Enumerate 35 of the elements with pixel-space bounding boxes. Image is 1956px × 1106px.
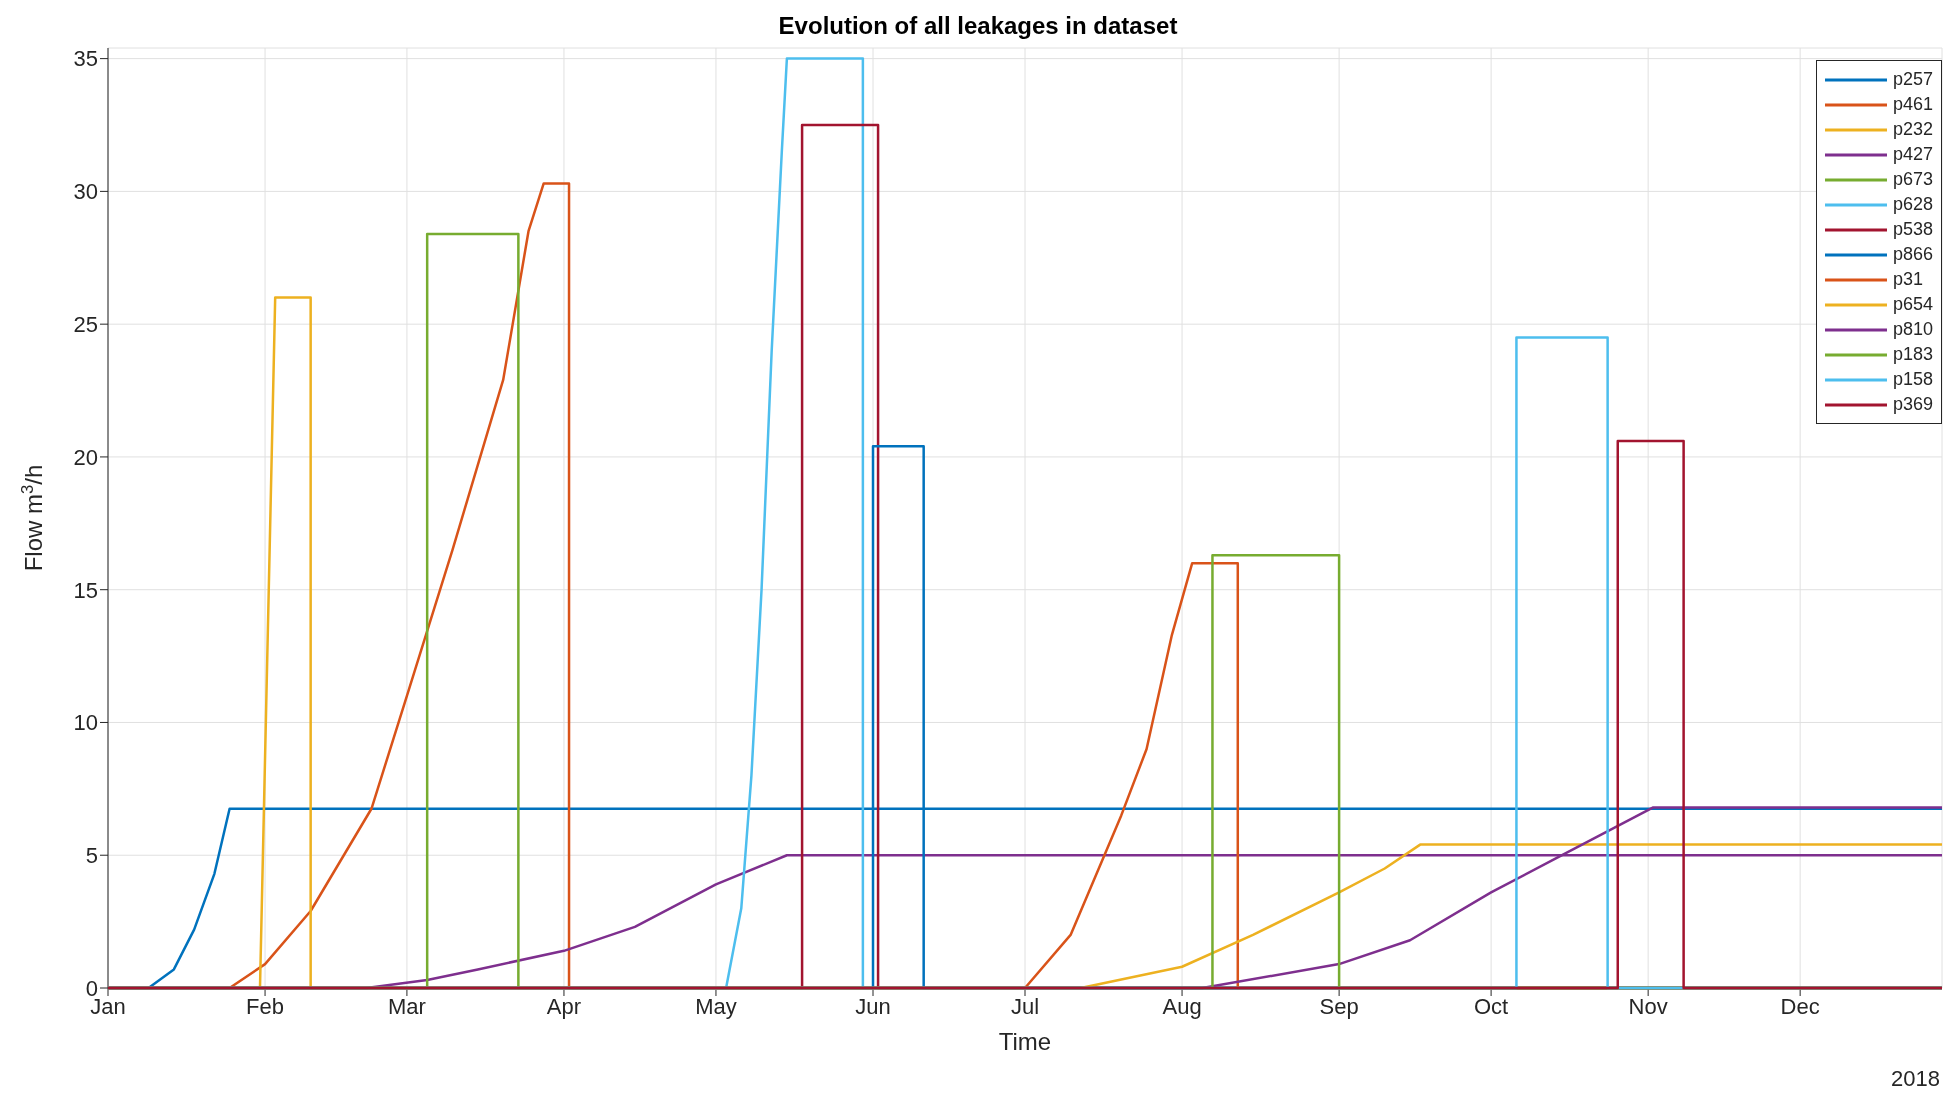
x-tick-label: Dec xyxy=(1780,993,1820,1019)
legend-label: p369 xyxy=(1892,394,1933,415)
y-tick-label: 25 xyxy=(73,311,98,337)
x-tick-label: Jun xyxy=(855,993,891,1019)
y-tick-label: 30 xyxy=(73,179,98,205)
legend-label: p257 xyxy=(1892,69,1933,90)
legend-label: p654 xyxy=(1892,294,1933,315)
y-tick-label: 5 xyxy=(85,843,98,869)
x-tick-label: Feb xyxy=(246,993,285,1019)
x-tick-label: Mar xyxy=(387,993,426,1019)
legend-label: p232 xyxy=(1892,119,1933,140)
text: 2018 xyxy=(1891,1066,1940,1092)
legend-label: p31 xyxy=(1892,269,1923,290)
x-tick-label: Jul xyxy=(1010,993,1040,1019)
y-tick-label: 10 xyxy=(73,710,98,736)
x-tick-label: Oct xyxy=(1473,993,1509,1019)
x-tick-label: May xyxy=(695,993,737,1019)
legend-label: p673 xyxy=(1892,169,1933,190)
legend-label: p427 xyxy=(1892,144,1933,165)
legend-label: p538 xyxy=(1892,219,1933,240)
legend-label: p461 xyxy=(1892,94,1933,115)
x-tick-label: Nov xyxy=(1628,993,1668,1019)
chart-title: Evolution of all leakages in dataset xyxy=(777,12,1179,40)
legend-label: p866 xyxy=(1892,244,1933,265)
legend-label: p810 xyxy=(1892,319,1933,340)
x-tick-label: Sep xyxy=(1319,993,1359,1019)
x-tick-label: Apr xyxy=(546,993,582,1019)
y-tick-label: 20 xyxy=(73,444,98,470)
x-axis-title: Time xyxy=(998,1028,1052,1055)
legend-label: p628 xyxy=(1892,194,1933,215)
y-tick-label: 15 xyxy=(73,577,98,603)
x-tick-label: Aug xyxy=(1162,993,1202,1019)
y-tick-label: 35 xyxy=(73,46,98,72)
legend-label: p158 xyxy=(1892,369,1933,390)
legend-label: p183 xyxy=(1892,344,1933,365)
